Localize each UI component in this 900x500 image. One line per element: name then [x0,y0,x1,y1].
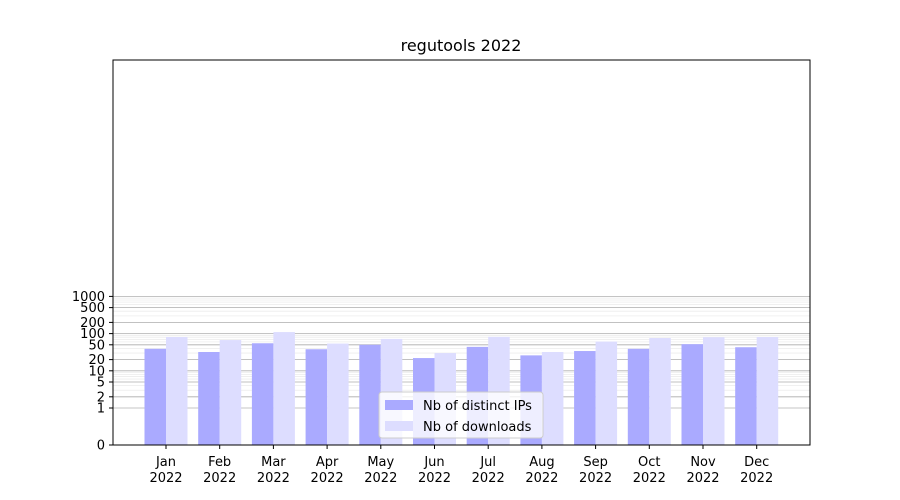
bar-downloads [756,337,779,445]
chart-title: regutools 2022 [401,36,522,55]
bar-distinct-ips [144,348,166,445]
bar-distinct-ips [198,352,220,445]
x-tick-label: Sep 2022 [579,455,612,486]
legend-label: Nb of distinct IPs [423,399,532,414]
bar-distinct-ips [627,348,650,445]
bar-downloads [649,338,671,445]
y-tick-label: 50 [88,338,105,353]
bar-downloads [166,337,188,445]
x-tick-label: Mar 2022 [257,455,290,486]
y-tick-label: 2 [97,390,105,405]
bar-downloads [703,337,725,445]
x-tick-label: Aug 2022 [525,455,558,486]
y-tick-label: 10 [88,364,105,379]
legend-swatch [385,400,413,410]
plot-area-frame [112,59,811,446]
y-tick-label: 20 [88,353,105,368]
bar-distinct-ips [574,351,596,445]
x-axis: Jan 2022 Feb 2022 Mar 2022 Apr 2022 May 2022 Jun 20… [149,445,773,486]
y-tick-label: 500 [80,301,105,316]
y-tick-label: 1000 [72,290,105,305]
bar-downloads [541,352,564,445]
legend-label: Nb of downloads [423,420,532,435]
bar-downloads [273,332,295,445]
y-tick-label: 100 [80,327,105,342]
y-tick-label: 1 [97,402,105,417]
x-tick-label: Nov 2022 [686,455,719,486]
legend-box [378,391,544,439]
bar-distinct-ips [359,344,381,445]
bar-downloads [219,340,242,445]
x-tick-label: May 2022 [364,455,397,486]
legend-swatch [385,421,413,431]
x-tick-label: Oct 2022 [633,455,666,486]
y-tick-label: 200 [80,316,105,331]
bar-distinct-ips [251,343,274,445]
legend: Nb of distinct IPs Nb of downloads [378,391,544,439]
bar-downloads [595,341,618,445]
x-tick-label: Jul 2022 [472,455,505,486]
x-tick-label: Feb 2022 [203,455,236,486]
bar-distinct-ips [735,347,757,445]
x-tick-label: Apr 2022 [311,455,344,486]
x-tick-label: Jun 2022 [418,455,451,486]
x-tick-label: Dec 2022 [740,455,773,486]
bar-distinct-ips [305,349,328,445]
bar-distinct-ips [681,344,703,445]
y-tick-label: 5 [97,375,105,390]
y-tick-label: 0 [97,439,105,454]
bar-downloads [327,343,349,445]
x-tick-label: Jan 2022 [149,455,182,486]
